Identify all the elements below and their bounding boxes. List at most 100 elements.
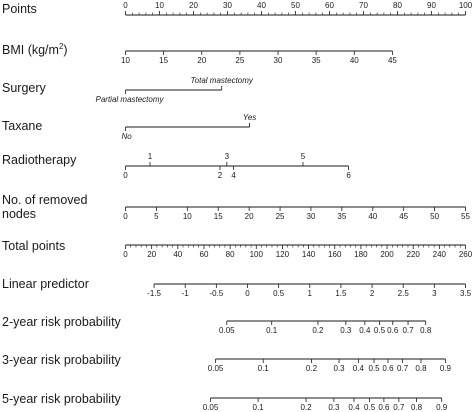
risk-5y-tick-label: 0.3 [328, 403, 340, 412]
points-tick-label: 20 [189, 1, 198, 10]
removed-nodes-tick-label: 40 [368, 212, 377, 221]
total-points-tick-label: 0 [123, 250, 128, 259]
total-points-tick-label: 260 [459, 250, 473, 259]
risk-5y-tick-label: 0.8 [411, 403, 423, 412]
radiotherapy-category-label: 6 [346, 171, 351, 180]
surgery-category-label: Total mastectomy [191, 76, 254, 85]
linear-predictor-tick-label: 2 [370, 289, 375, 298]
bmi-tick-label: 10 [121, 56, 130, 65]
total-points-tick-label: 60 [200, 250, 209, 259]
risk-3y-tick-label: 0.9 [440, 364, 452, 373]
risk-3y-tick-label: 0.5 [368, 364, 380, 373]
risk-3y-label: 3-year risk probability [2, 353, 122, 367]
total-points-tick-label: 120 [276, 250, 290, 259]
linear-predictor-tick-label: -1 [182, 289, 190, 298]
total-points-tick-label: 220 [407, 250, 421, 259]
risk-3y-tick-label: 0.05 [208, 364, 224, 373]
linear-predictor-label: Linear predictor [2, 277, 89, 291]
removed-nodes-tick-label: 30 [307, 212, 316, 221]
bmi-tick-label: 30 [274, 56, 283, 65]
linear-predictor-tick-label: 3 [432, 289, 437, 298]
radiotherapy-category-label: 5 [301, 152, 306, 161]
removed-nodes-tick-label: 35 [337, 212, 346, 221]
linear-predictor-tick-label: 2.5 [398, 289, 410, 298]
linear-predictor-tick-label: -1.5 [147, 289, 161, 298]
radiotherapy-category-label: 2 [218, 171, 223, 180]
risk-5y-tick-label: 0.6 [378, 403, 390, 412]
risk-3y-tick-label: 0.8 [415, 364, 427, 373]
total-points-tick-label: 80 [226, 250, 235, 259]
risk-2y-tick-label: 0.3 [340, 326, 352, 335]
points-tick-label: 100 [459, 1, 473, 10]
points-tick-label: 60 [325, 1, 334, 10]
bmi-tick-label: 25 [235, 56, 244, 65]
risk-3y-tick-label: 0.4 [353, 364, 365, 373]
total-points-tick-label: 20 [147, 250, 156, 259]
removed-nodes-tick-label: 25 [276, 212, 285, 221]
risk-3y-tick-label: 0.2 [306, 364, 318, 373]
risk-5y-tick-label: 0.7 [393, 403, 405, 412]
removed-nodes-tick-label: 45 [399, 212, 408, 221]
taxane-category-label: No [122, 132, 133, 141]
linear-predictor-tick-label: -0.5 [209, 289, 223, 298]
points-tick-label: 30 [223, 1, 232, 10]
total-points-tick-label: 160 [328, 250, 342, 259]
total-points-tick-label: 180 [354, 250, 368, 259]
radiotherapy-category-label: 0 [123, 171, 128, 180]
points-tick-label: 70 [359, 1, 368, 10]
removed-nodes-label-line-1: No. of removed [2, 193, 88, 207]
points-tick-label: 80 [393, 1, 402, 10]
removed-nodes-tick-label: 15 [214, 212, 223, 221]
bmi-tick-label: 15 [159, 56, 168, 65]
total-points-tick-label: 200 [380, 250, 394, 259]
bmi-tick-label: 45 [388, 56, 397, 65]
risk-2y-tick-label: 0.7 [402, 326, 414, 335]
removed-nodes-label-line-2: nodes [2, 207, 36, 221]
surgery-category-label: Partial mastectomy [96, 95, 165, 104]
risk-2y-tick-label: 0.4 [359, 326, 371, 335]
linear-predictor-tick-label: 0.5 [273, 289, 285, 298]
risk-5y-tick-label: 0.2 [300, 403, 312, 412]
risk-2y-tick-label: 0.1 [266, 326, 278, 335]
risk-5y-tick-label: 0.1 [253, 403, 265, 412]
bmi-tick-label: 20 [197, 56, 206, 65]
points-tick-label: 0 [123, 1, 128, 10]
points-tick-label: 50 [291, 1, 300, 10]
total-points-tick-label: 100 [250, 250, 264, 259]
linear-predictor-tick-label: 1.5 [335, 289, 347, 298]
removed-nodes-tick-label: 0 [123, 212, 128, 221]
risk-5y-tick-label: 0.5 [364, 403, 376, 412]
risk-5y-tick-label: 0.9 [436, 403, 448, 412]
total-points-tick-label: 40 [173, 250, 182, 259]
taxane-category-label: Yes [243, 113, 256, 122]
risk-5y-tick-label: 0.4 [348, 403, 360, 412]
risk-3y-tick-label: 0.6 [382, 364, 394, 373]
radiotherapy-label: Radiotherapy [2, 153, 77, 167]
removed-nodes-tick-label: 50 [430, 212, 439, 221]
taxane-label: Taxane [2, 119, 42, 133]
removed-nodes-tick-label: 20 [245, 212, 254, 221]
risk-2y-tick-label: 0.5 [374, 326, 386, 335]
bmi-label: BMI (kg/m2) [2, 42, 68, 57]
risk-5y-tick-label: 0.05 [203, 403, 219, 412]
bmi-tick-label: 35 [312, 56, 321, 65]
risk-3y-tick-label: 0.7 [397, 364, 409, 373]
radiotherapy-category-label: 4 [231, 171, 236, 180]
risk-2y-tick-label: 0.8 [420, 326, 432, 335]
radiotherapy-category-label: 3 [225, 152, 230, 161]
linear-predictor-tick-label: 0 [245, 289, 250, 298]
risk-2y-tick-label: 0.05 [219, 326, 235, 335]
total-points-tick-label: 140 [302, 250, 316, 259]
linear-predictor-tick-label: 3.5 [460, 289, 472, 298]
points-label: Points [2, 2, 37, 16]
linear-predictor-tick-label: 1 [308, 289, 313, 298]
risk-2y-tick-label: 0.2 [312, 326, 324, 335]
risk-5y-label: 5-year risk probability [2, 392, 122, 406]
radiotherapy-category-label: 1 [148, 152, 153, 161]
risk-3y-tick-label: 0.1 [258, 364, 270, 373]
points-tick-label: 40 [257, 1, 266, 10]
bmi-tick-label: 40 [350, 56, 359, 65]
risk-3y-tick-label: 0.3 [333, 364, 345, 373]
total-points-tick-label: 240 [433, 250, 447, 259]
